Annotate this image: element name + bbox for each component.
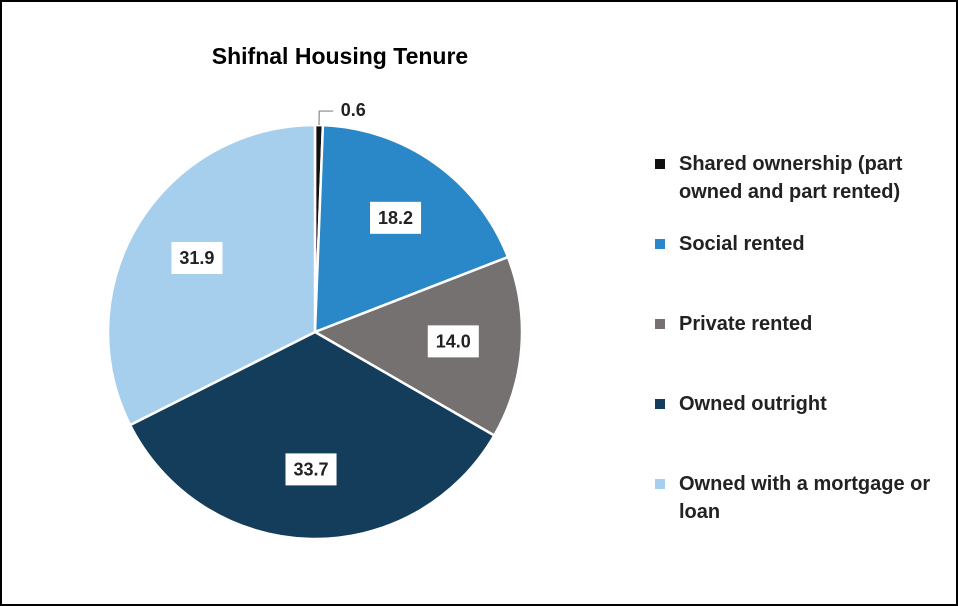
pie-slice (312, 255, 524, 438)
legend-item: Owned with a mortgage or loan (655, 470, 945, 550)
data-label: 0.6 (341, 100, 366, 120)
data-label: 14.0 (436, 331, 471, 351)
legend-label: Shared ownership (part owned and part re… (679, 153, 903, 203)
legend-item: Social rented (655, 230, 945, 310)
data-label: 18.2 (378, 208, 413, 228)
legend-label: Owned outright (679, 393, 827, 415)
chart-title: Shifnal Housing Tenure (212, 43, 468, 69)
legend-swatch (655, 399, 665, 409)
legend-swatch (655, 319, 665, 329)
legend-label: Social rented (679, 233, 805, 255)
pie-slice (128, 330, 496, 541)
legend-label: Owned with a mortgage or loan (679, 473, 931, 523)
legend-item: Shared ownership (part owned and part re… (655, 150, 945, 230)
pie-slice (106, 123, 317, 427)
legend-swatch (655, 239, 665, 249)
legend-swatch (655, 479, 665, 489)
data-label-box (427, 325, 479, 358)
data-label-box (369, 201, 422, 234)
data-label: 31.9 (179, 248, 214, 268)
legend: Shared ownership (part owned and part re… (655, 150, 945, 550)
data-label: 33.7 (293, 459, 328, 479)
legend-label: Private rented (679, 313, 813, 335)
data-label-box (285, 453, 337, 486)
data-label-box (171, 241, 223, 274)
leader-line (318, 110, 334, 126)
legend-item: Owned outright (655, 390, 945, 470)
legend-swatch (655, 159, 665, 169)
legend-item: Private rented (655, 310, 945, 390)
